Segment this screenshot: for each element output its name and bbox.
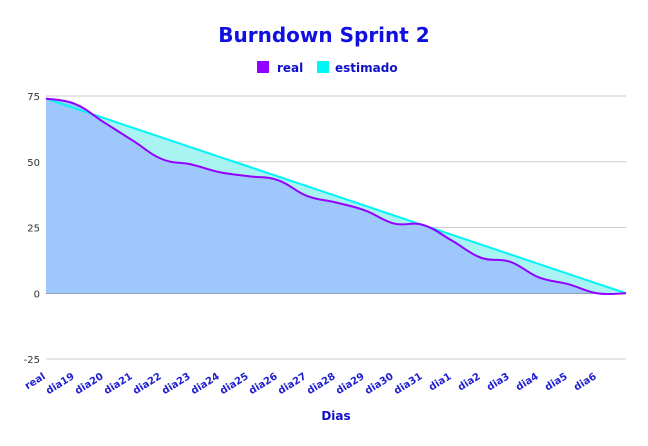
legend-swatch-estimado[interactable] xyxy=(317,61,329,73)
x-tick-label: dia6 xyxy=(572,371,598,393)
x-tick-label: dia2 xyxy=(456,371,482,393)
x-tick-label: dia20 xyxy=(73,371,105,397)
x-tick-label: dia31 xyxy=(392,371,424,397)
legend: real estimado xyxy=(257,61,398,75)
x-tick-label: dia3 xyxy=(485,371,511,393)
x-tick-label: dia27 xyxy=(276,371,308,397)
x-tick-label: dia26 xyxy=(247,371,279,397)
area-real xyxy=(46,98,626,295)
chart-title: Burndown Sprint 2 xyxy=(218,23,429,47)
x-tick-label: dia25 xyxy=(218,371,250,397)
y-tick-label: 50 xyxy=(27,158,40,169)
x-tick-label: dia22 xyxy=(131,371,163,397)
legend-label-estimado[interactable]: estimado xyxy=(335,61,398,75)
y-tick-label: -25 xyxy=(24,355,40,366)
x-tick-label: dia1 xyxy=(427,371,453,393)
x-tick-label: dia28 xyxy=(305,371,337,397)
x-tick-label: dia24 xyxy=(189,371,221,397)
y-tick-label: 75 xyxy=(27,92,40,103)
line-real[interactable] xyxy=(45,97,627,296)
y-tick-label: 25 xyxy=(27,224,40,235)
x-tick-label: dia21 xyxy=(102,371,134,397)
x-axis-ticks: realdia19dia20dia21dia22dia23dia24dia25d… xyxy=(23,371,598,397)
x-tick-label: dia5 xyxy=(543,371,569,393)
x-axis-label: Dias xyxy=(321,409,350,423)
legend-label-real[interactable]: real xyxy=(277,61,303,75)
line-estimado[interactable] xyxy=(45,97,627,295)
x-tick-label: dia23 xyxy=(160,371,192,397)
y-tick-label: 0 xyxy=(34,289,40,300)
series-lines xyxy=(45,97,627,296)
legend-swatch-real[interactable] xyxy=(257,61,269,73)
x-tick-label: dia29 xyxy=(334,371,366,397)
x-tick-label: dia19 xyxy=(44,371,76,397)
y-axis-ticks: 75 50 25 0 -25 xyxy=(24,92,40,366)
x-tick-label: dia30 xyxy=(363,371,395,397)
x-tick-label: dia4 xyxy=(514,371,540,393)
